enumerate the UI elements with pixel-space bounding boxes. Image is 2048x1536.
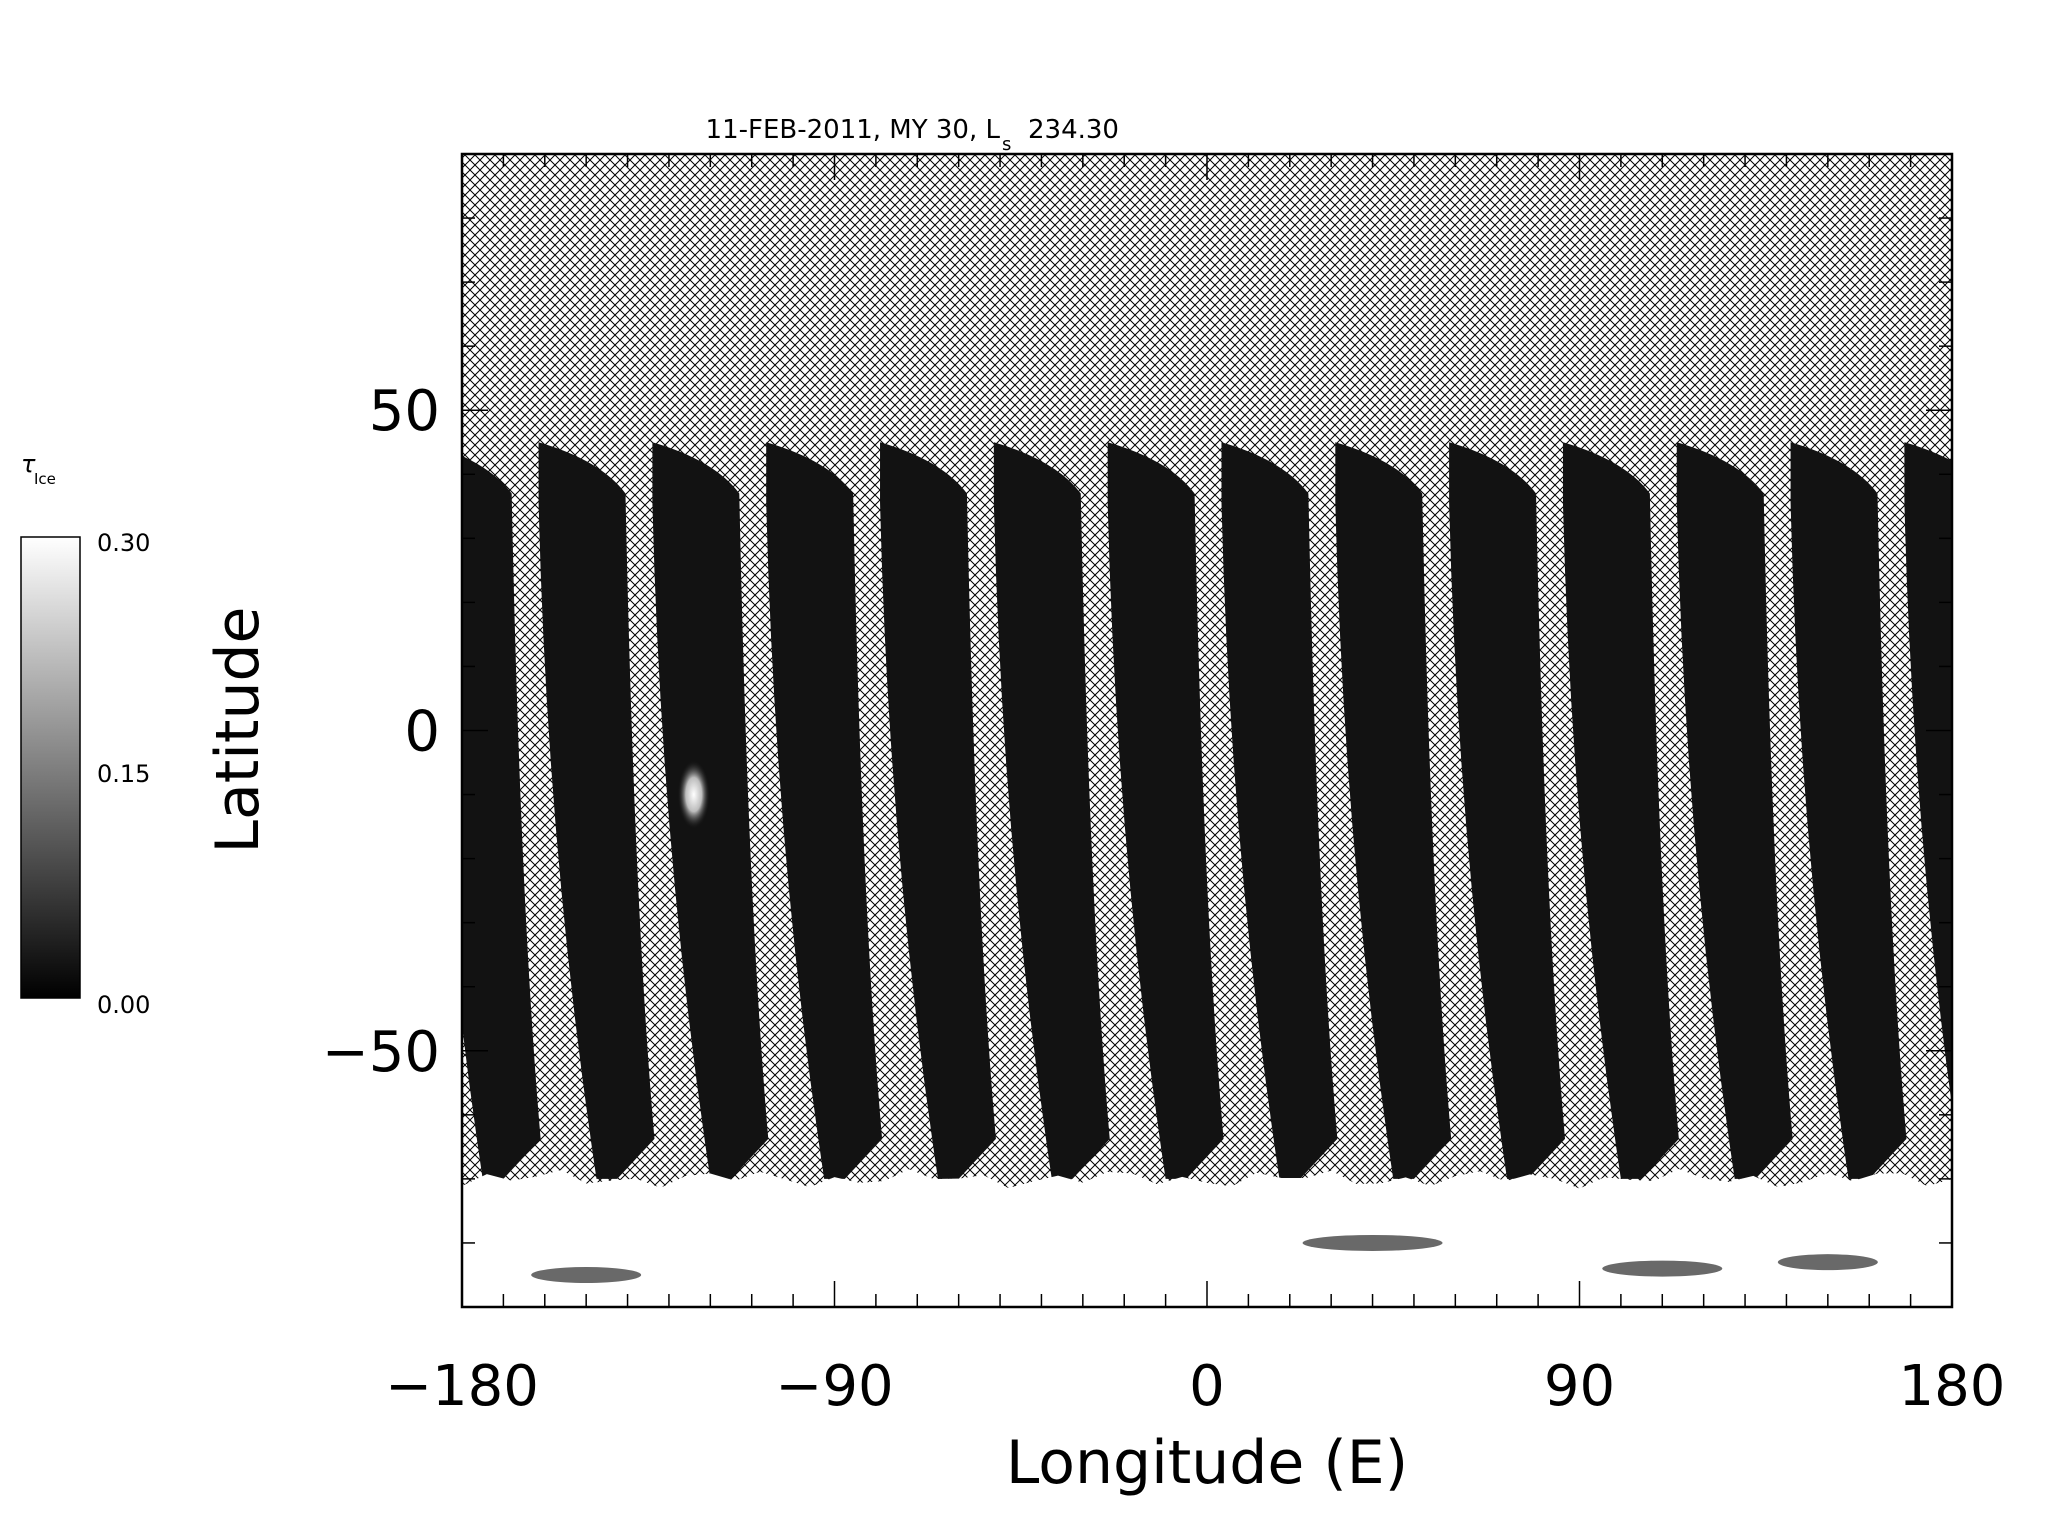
swath xyxy=(880,442,996,1179)
x-tick-label: 90 xyxy=(1544,1354,1615,1419)
y-tick-label: −50 xyxy=(322,1020,440,1085)
bright-spot xyxy=(677,760,710,829)
colorbar-tick-min: 0.00 xyxy=(97,991,150,1019)
south-polar-cloud xyxy=(462,1169,1952,1307)
x-tick-label: 180 xyxy=(1899,1354,2006,1419)
swath xyxy=(538,442,655,1179)
polar-dark-patch xyxy=(1602,1260,1723,1277)
swath xyxy=(1107,442,1224,1179)
colorbar-tick-mid: 0.15 xyxy=(97,760,150,788)
chart-title: 11-FEB-2011, MY 30, L xyxy=(706,115,1001,145)
polar-dark-patch xyxy=(531,1266,642,1283)
swath xyxy=(766,442,883,1179)
y-tick-label: 0 xyxy=(404,700,440,765)
swath xyxy=(1562,442,1679,1179)
axis-ticks: −180 −90 0 90 180 −50 0 50 xyxy=(322,153,2006,1419)
y-tick-label: 50 xyxy=(369,379,440,444)
plot-area xyxy=(462,154,1952,1307)
colorbar-gradient xyxy=(20,536,81,999)
swath xyxy=(1449,442,1566,1179)
colorbar-label: τ xyxy=(21,450,36,478)
colorbar-tick-max: 0.30 xyxy=(97,529,150,557)
polar-dark-patch xyxy=(1777,1254,1878,1271)
chart-title-subscript: s xyxy=(1002,134,1011,155)
swath xyxy=(1335,442,1452,1179)
swath xyxy=(652,442,769,1179)
x-tick-label: −180 xyxy=(385,1354,539,1419)
swath xyxy=(993,442,1110,1179)
chart-title-value: 234.30 xyxy=(1028,115,1119,145)
colorbar-label-subscript: Ice xyxy=(34,470,56,488)
x-tick-label: 0 xyxy=(1189,1354,1225,1419)
swath xyxy=(462,455,541,1179)
swath xyxy=(1904,442,1952,1107)
polar-band xyxy=(462,1169,1952,1307)
colorbar: τ Ice 0.30 0.15 0.00 xyxy=(20,450,150,1019)
polar-dark-patch xyxy=(1302,1234,1443,1251)
swath xyxy=(1676,442,1793,1179)
x-tick-label: −90 xyxy=(775,1354,893,1419)
swath xyxy=(1221,442,1338,1179)
swath xyxy=(1790,442,1907,1179)
y-axis-title: Latitude xyxy=(203,607,273,854)
x-axis-title: Longitude (E) xyxy=(1006,1428,1408,1498)
orbit-swaths xyxy=(462,442,1952,1179)
